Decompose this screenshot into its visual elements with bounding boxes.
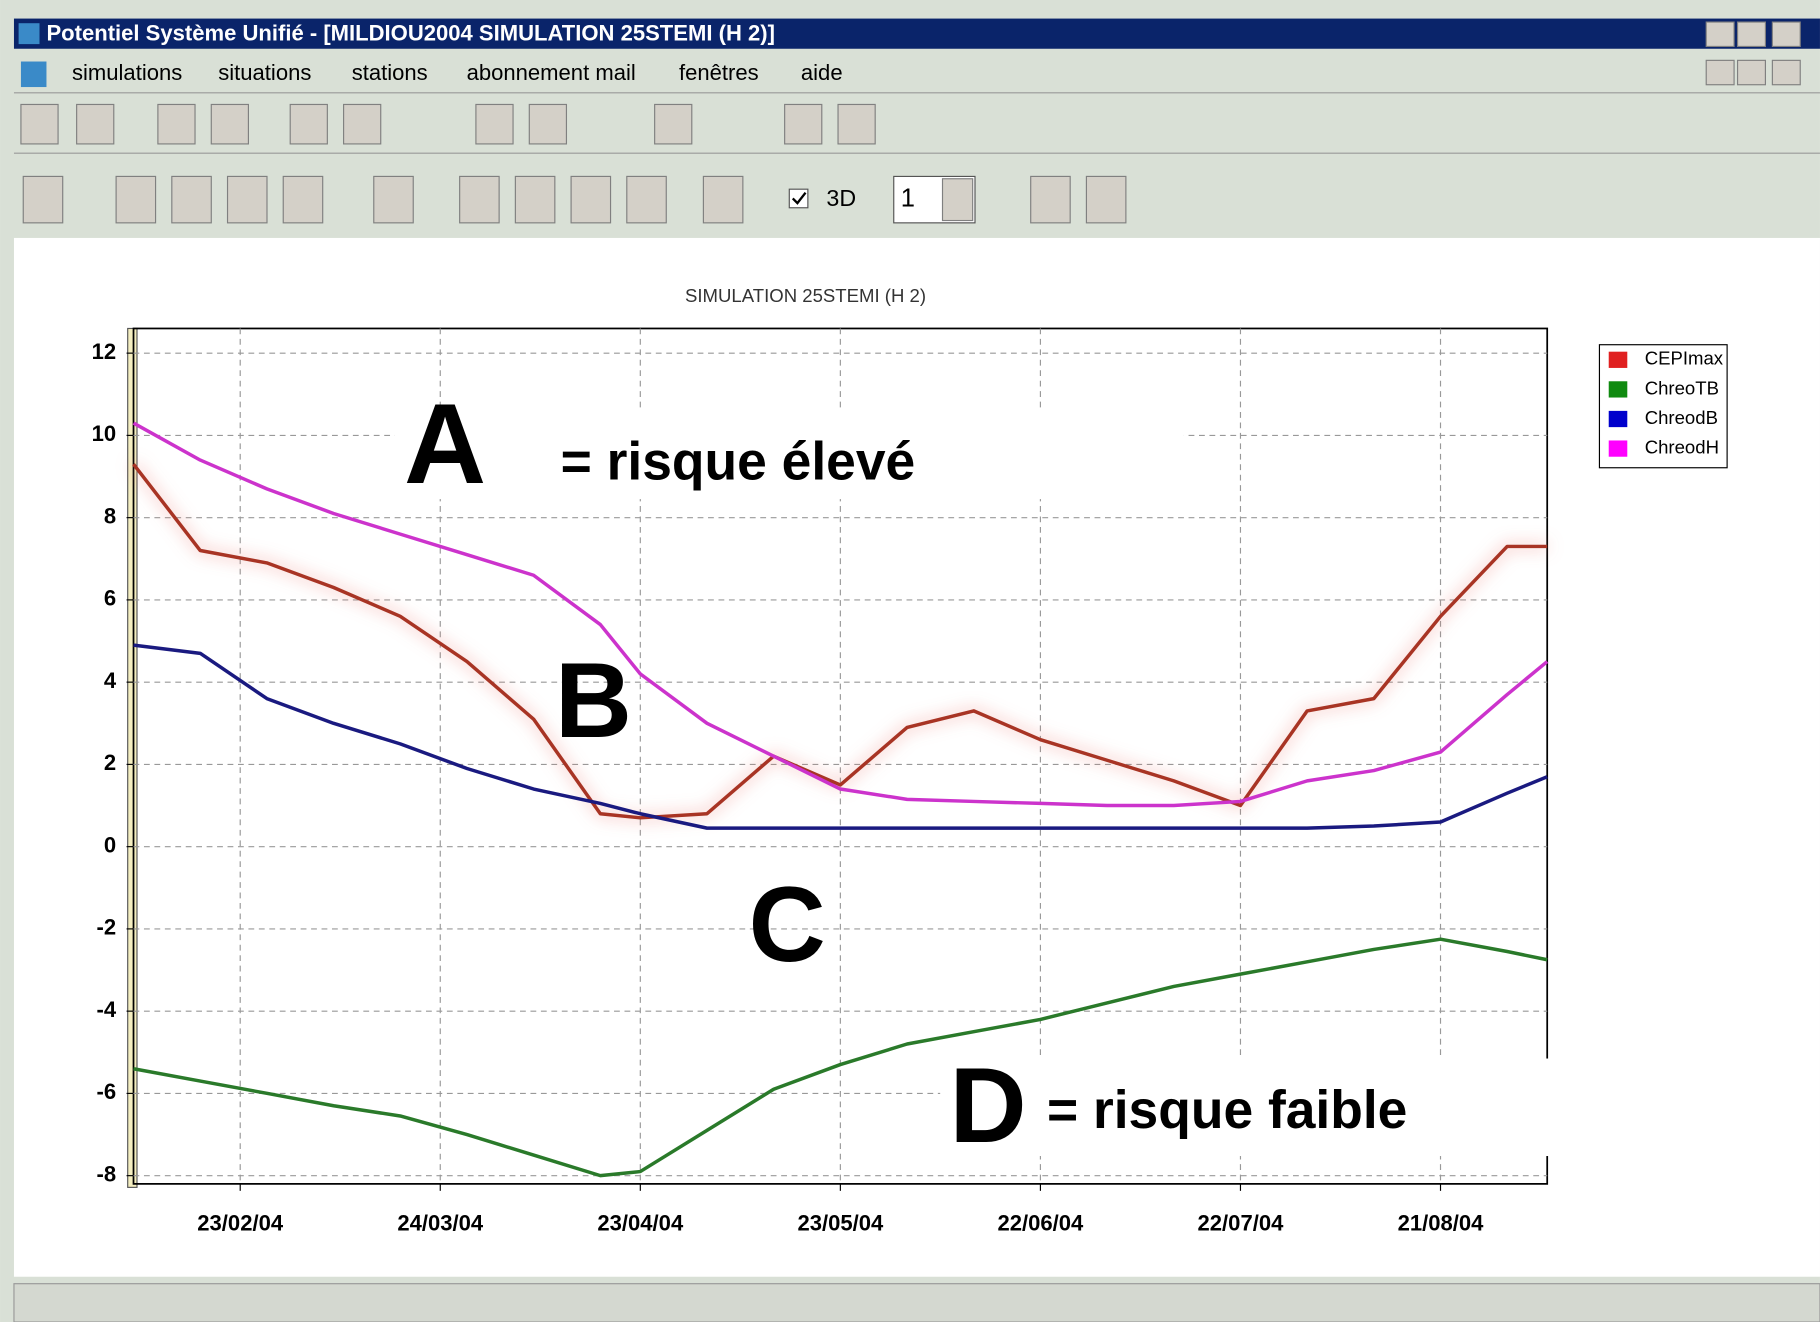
x-tick-label: 24/03/04 — [397, 1210, 484, 1235]
tool-button[interactable] — [115, 175, 157, 224]
annotation: A — [404, 381, 486, 508]
tool-button[interactable] — [570, 175, 612, 224]
tool-button[interactable] — [76, 103, 115, 145]
check-mark — [791, 191, 807, 205]
annotation-box — [394, 408, 1184, 500]
annotation: D — [949, 1045, 1026, 1165]
help-button[interactable] — [702, 175, 744, 224]
y-tick-label: -8 — [96, 1161, 116, 1186]
spin-arrows[interactable] — [941, 178, 974, 222]
toolbar-2: 3D 1 — [22, 175, 1127, 224]
y-tick-label: 0 — [104, 832, 116, 857]
x-tick-label: 23/04/04 — [597, 1210, 684, 1235]
tool-button[interactable] — [1085, 175, 1127, 224]
x-tick-label: 22/07/04 — [1198, 1210, 1285, 1235]
tool-button[interactable] — [514, 175, 556, 224]
menu-item[interactable]: fenêtres — [679, 60, 759, 85]
legend-swatch — [1608, 440, 1628, 457]
series-line — [133, 643, 1548, 830]
child-restore[interactable] — [1736, 59, 1766, 86]
child-close[interactable] — [1771, 59, 1801, 86]
legend-label: ChreodB — [1645, 407, 1718, 428]
tool-button[interactable] — [289, 103, 328, 145]
y-tick-label: -6 — [96, 1079, 116, 1104]
menu-item[interactable]: stations — [352, 60, 428, 85]
app-icon — [18, 23, 40, 45]
tool-button[interactable] — [654, 103, 693, 145]
x-tick-label: 23/05/04 — [797, 1210, 884, 1235]
checkbox-3d[interactable] — [788, 188, 809, 209]
x-tick-label: 22/06/04 — [997, 1210, 1084, 1235]
maximize-button[interactable] — [1736, 21, 1766, 48]
series-line — [132, 463, 1548, 820]
doc-icon — [20, 61, 47, 88]
menu-item[interactable]: abonnement mail — [467, 60, 636, 85]
tool-button[interactable] — [210, 103, 249, 145]
tool-button[interactable] — [20, 103, 59, 145]
y-tick-label: -2 — [96, 915, 116, 940]
tool-button[interactable] — [837, 103, 876, 145]
title-bar — [13, 18, 1820, 49]
annotation: = risque faible — [1047, 1081, 1407, 1140]
tool-button[interactable] — [373, 175, 414, 224]
tool-button[interactable] — [626, 175, 667, 224]
tool-button[interactable] — [528, 103, 568, 145]
y-tick-label: 10 — [92, 421, 117, 446]
spin-value: 1 — [901, 184, 915, 212]
tool-button[interactable] — [475, 103, 514, 145]
window-controls[interactable] — [1705, 21, 1801, 86]
toolbar-1 — [20, 103, 876, 145]
child-minimize[interactable] — [1705, 59, 1735, 86]
y-tick-label: 6 — [104, 586, 116, 611]
series-line — [133, 937, 1548, 1178]
menu-item[interactable]: aide — [801, 60, 843, 85]
y-tick-label: 2 — [104, 750, 116, 775]
tool-button[interactable] — [171, 175, 212, 224]
tool-button[interactable] — [157, 103, 196, 145]
annotation: C — [749, 864, 826, 984]
legend-swatch — [1608, 351, 1628, 368]
chart-title: SIMULATION 25STEMI (H 2) — [685, 285, 926, 306]
tool-button[interactable] — [226, 175, 268, 224]
close-button[interactable] — [1771, 21, 1801, 48]
menu-item[interactable]: situations — [218, 60, 311, 85]
tool-button[interactable] — [343, 103, 382, 145]
menu-item[interactable]: simulations — [72, 60, 182, 85]
checkbox-label: 3D — [826, 185, 856, 211]
menu-bar: simulations situations stations abonnement … — [72, 60, 843, 85]
minimize-button[interactable] — [1705, 21, 1735, 48]
window-title: Potentiel Système Unifié - [MILDIOU2004 … — [46, 21, 774, 46]
legend-swatch — [1608, 410, 1628, 428]
status-bar — [13, 1283, 1820, 1322]
tool-button[interactable] — [1030, 175, 1071, 224]
annotation: = risque élevé — [561, 432, 916, 491]
y-tick-label: 12 — [92, 339, 117, 364]
lines — [132, 421, 1549, 1178]
legend-swatch — [1608, 381, 1628, 398]
tool-button[interactable] — [282, 175, 324, 224]
tool-button[interactable] — [22, 175, 64, 224]
x-tick-label: 23/02/04 — [197, 1210, 284, 1235]
y-tick-label: 8 — [104, 503, 116, 528]
legend: CEPImax ChreoTB ChreodB ChreodH — [1608, 348, 1724, 458]
annotation: B — [555, 640, 632, 760]
tool-button[interactable] — [784, 103, 823, 145]
grid: -8 -6 -4 -2 0 2 4 6 8 10 12 23/02/04 24/03/04 23/04/0… — [92, 328, 1548, 1235]
legend-label: ChreoTB — [1645, 377, 1719, 398]
annotation-box — [940, 1058, 1550, 1157]
y-tick-label: -4 — [96, 997, 116, 1022]
x-tick-label: 21/08/04 — [1398, 1210, 1485, 1235]
y-tick-label: 4 — [104, 668, 117, 693]
legend-label: ChreodH — [1645, 437, 1719, 458]
axis-wall — [127, 327, 138, 1188]
tool-button[interactable] — [459, 175, 500, 224]
legend-label: CEPImax — [1645, 348, 1724, 369]
series-line — [132, 421, 1549, 808]
